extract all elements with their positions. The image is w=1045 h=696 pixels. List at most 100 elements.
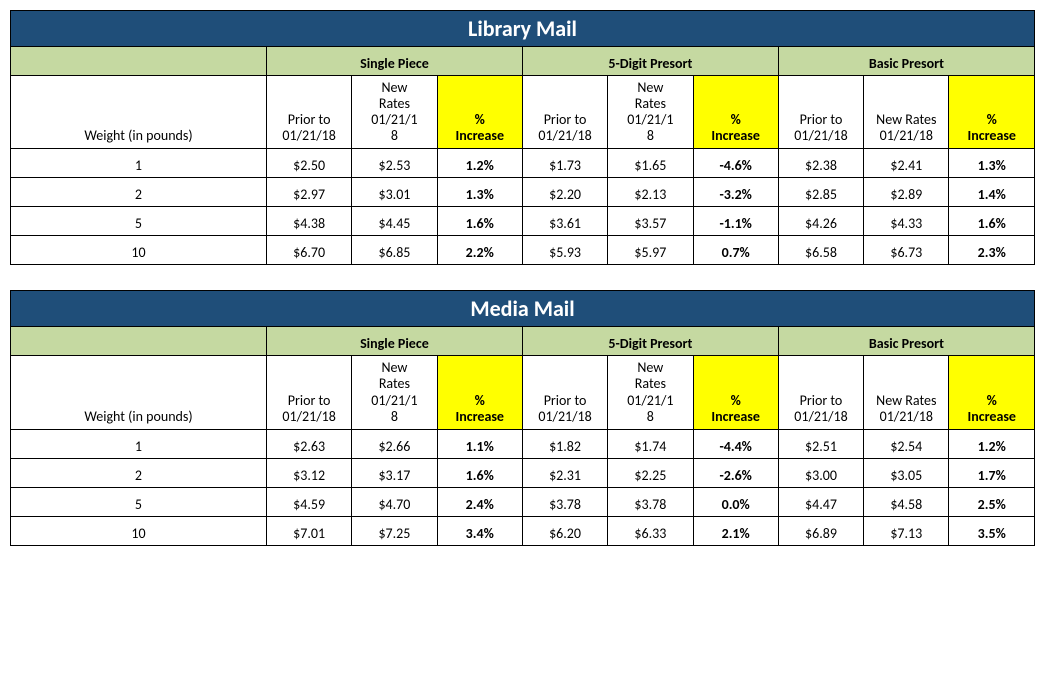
new-cell: $2.25 bbox=[608, 458, 693, 487]
weight-cell: 2 bbox=[11, 458, 267, 487]
group-header: Single Piece bbox=[266, 47, 522, 76]
new-cell: $7.13 bbox=[864, 516, 949, 545]
weight-cell: 1 bbox=[11, 429, 267, 458]
new-cell: $6.33 bbox=[608, 516, 693, 545]
table-row: 10$7.01$7.253.4%$6.20$6.332.1%$6.89$7.13… bbox=[11, 516, 1035, 545]
pct-cell: 2.4% bbox=[437, 487, 522, 516]
col-header-pct-increase: %Increase bbox=[949, 76, 1035, 149]
group-header: Basic Presort bbox=[778, 47, 1034, 76]
group-header-blank bbox=[11, 47, 267, 76]
new-cell: $3.57 bbox=[608, 207, 693, 236]
pct-cell: -2.6% bbox=[693, 458, 778, 487]
prior-cell: $6.70 bbox=[266, 236, 351, 265]
col-header-prior: Prior to01/21/18 bbox=[266, 76, 351, 149]
pct-cell: 1.3% bbox=[949, 149, 1035, 178]
pct-cell: 1.7% bbox=[949, 458, 1035, 487]
prior-cell: $4.47 bbox=[778, 487, 863, 516]
new-cell: $2.66 bbox=[352, 429, 437, 458]
col-header-new: New Rates01/21/18 bbox=[864, 76, 949, 149]
pct-cell: 0.0% bbox=[693, 487, 778, 516]
new-cell: $6.73 bbox=[864, 236, 949, 265]
pct-cell: 1.2% bbox=[437, 149, 522, 178]
new-cell: $4.45 bbox=[352, 207, 437, 236]
col-header-prior: Prior to01/21/18 bbox=[522, 356, 607, 429]
new-cell: $6.85 bbox=[352, 236, 437, 265]
pct-cell: 2.3% bbox=[949, 236, 1035, 265]
col-header-pct-increase: %Increase bbox=[693, 76, 778, 149]
prior-cell: $2.50 bbox=[266, 149, 351, 178]
group-header-blank bbox=[11, 327, 267, 356]
rate-table: Library MailSingle Piece5-Digit PresortB… bbox=[10, 10, 1035, 265]
col-header-prior: Prior to01/21/18 bbox=[778, 356, 863, 429]
pct-cell: 1.4% bbox=[949, 178, 1035, 207]
prior-cell: $3.78 bbox=[522, 487, 607, 516]
col-header-pct-increase: %Increase bbox=[437, 356, 522, 429]
col-header-new: NewRates01/21/18 bbox=[352, 356, 437, 429]
col-header-new: New Rates01/21/18 bbox=[864, 356, 949, 429]
prior-cell: $7.01 bbox=[266, 516, 351, 545]
table-title: Media Mail bbox=[11, 291, 1035, 327]
weight-cell: 5 bbox=[11, 207, 267, 236]
new-cell: $2.54 bbox=[864, 429, 949, 458]
col-header-new: NewRates01/21/18 bbox=[608, 356, 693, 429]
col-header-weight: Weight (in pounds) bbox=[11, 356, 267, 429]
weight-cell: 1 bbox=[11, 149, 267, 178]
col-header-new: NewRates01/21/18 bbox=[608, 76, 693, 149]
new-cell: $3.17 bbox=[352, 458, 437, 487]
col-header-prior: Prior to01/21/18 bbox=[778, 76, 863, 149]
new-cell: $4.58 bbox=[864, 487, 949, 516]
table-row: 5$4.38$4.451.6%$3.61$3.57-1.1%$4.26$4.33… bbox=[11, 207, 1035, 236]
prior-cell: $5.93 bbox=[522, 236, 607, 265]
pct-cell: 0.7% bbox=[693, 236, 778, 265]
prior-cell: $3.12 bbox=[266, 458, 351, 487]
pct-cell: 1.6% bbox=[437, 458, 522, 487]
col-header-prior: Prior to01/21/18 bbox=[522, 76, 607, 149]
col-header-pct-increase: %Increase bbox=[693, 356, 778, 429]
table-row: 1$2.50$2.531.2%$1.73$1.65-4.6%$2.38$2.41… bbox=[11, 149, 1035, 178]
new-cell: $5.97 bbox=[608, 236, 693, 265]
prior-cell: $2.51 bbox=[778, 429, 863, 458]
table-row: 1$2.63$2.661.1%$1.82$1.74-4.4%$2.51$2.54… bbox=[11, 429, 1035, 458]
prior-cell: $2.63 bbox=[266, 429, 351, 458]
pct-cell: -3.2% bbox=[693, 178, 778, 207]
weight-cell: 10 bbox=[11, 236, 267, 265]
prior-cell: $4.59 bbox=[266, 487, 351, 516]
pct-cell: 2.2% bbox=[437, 236, 522, 265]
pct-cell: 2.1% bbox=[693, 516, 778, 545]
prior-cell: $6.20 bbox=[522, 516, 607, 545]
prior-cell: $2.20 bbox=[522, 178, 607, 207]
new-cell: $3.78 bbox=[608, 487, 693, 516]
prior-cell: $3.61 bbox=[522, 207, 607, 236]
group-header: Single Piece bbox=[266, 327, 522, 356]
prior-cell: $2.31 bbox=[522, 458, 607, 487]
new-cell: $2.89 bbox=[864, 178, 949, 207]
prior-cell: $4.26 bbox=[778, 207, 863, 236]
col-header-prior: Prior to01/21/18 bbox=[266, 356, 351, 429]
col-header-weight: Weight (in pounds) bbox=[11, 76, 267, 149]
prior-cell: $2.97 bbox=[266, 178, 351, 207]
col-header-pct-increase: %Increase bbox=[437, 76, 522, 149]
prior-cell: $1.82 bbox=[522, 429, 607, 458]
weight-cell: 5 bbox=[11, 487, 267, 516]
pct-cell: -4.6% bbox=[693, 149, 778, 178]
new-cell: $2.13 bbox=[608, 178, 693, 207]
pct-cell: -1.1% bbox=[693, 207, 778, 236]
new-cell: $1.74 bbox=[608, 429, 693, 458]
pct-cell: 1.1% bbox=[437, 429, 522, 458]
table-title: Library Mail bbox=[11, 11, 1035, 47]
rate-table: Media MailSingle Piece5-Digit PresortBas… bbox=[10, 290, 1035, 545]
col-header-pct-increase: %Increase bbox=[949, 356, 1035, 429]
prior-cell: $6.89 bbox=[778, 516, 863, 545]
table-row: 2$2.97$3.011.3%$2.20$2.13-3.2%$2.85$2.89… bbox=[11, 178, 1035, 207]
group-header: 5-Digit Presort bbox=[522, 47, 778, 76]
pct-cell: 3.5% bbox=[949, 516, 1035, 545]
table-row: 10$6.70$6.852.2%$5.93$5.970.7%$6.58$6.73… bbox=[11, 236, 1035, 265]
weight-cell: 2 bbox=[11, 178, 267, 207]
pct-cell: -4.4% bbox=[693, 429, 778, 458]
new-cell: $3.01 bbox=[352, 178, 437, 207]
new-cell: $2.53 bbox=[352, 149, 437, 178]
pct-cell: 1.6% bbox=[437, 207, 522, 236]
pct-cell: 1.2% bbox=[949, 429, 1035, 458]
pct-cell: 3.4% bbox=[437, 516, 522, 545]
new-cell: $7.25 bbox=[352, 516, 437, 545]
